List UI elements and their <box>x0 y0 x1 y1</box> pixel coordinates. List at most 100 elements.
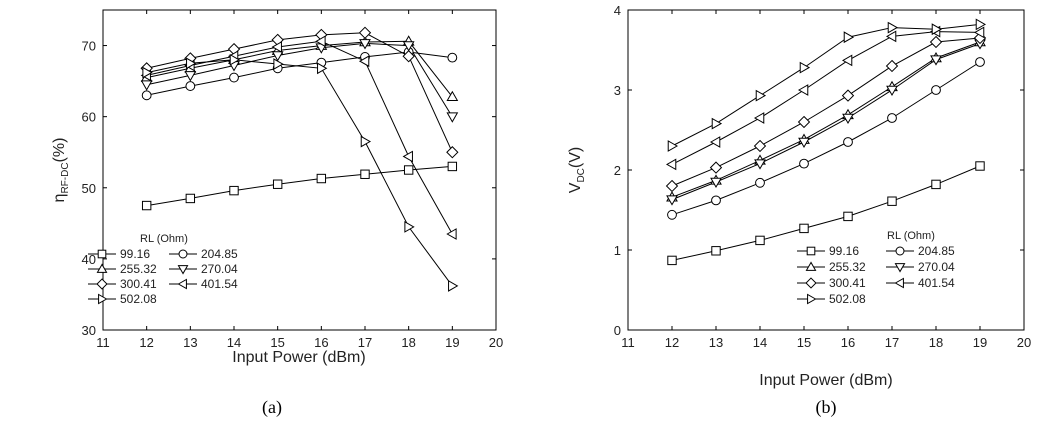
x-tick-label-a-8: 19 <box>445 335 459 350</box>
x-tick-label-a-2: 13 <box>183 335 197 350</box>
x-tick-label-b-6: 17 <box>885 335 899 350</box>
legend-marker-b-2 <box>805 261 817 271</box>
series-line-a-5 <box>146 40 453 235</box>
data-point-a-4-5 <box>358 26 372 39</box>
data-point-b-4-0 <box>665 179 679 193</box>
data-point-b-0-4 <box>843 211 853 222</box>
data-point-b-6-2 <box>755 89 767 102</box>
legend-marker-b-3 <box>894 263 906 273</box>
series-line-a-0 <box>146 165 453 207</box>
x-tick-label-b-0: 11 <box>621 335 635 350</box>
data-point-a-6-2 <box>229 53 241 66</box>
data-point-a-5-4 <box>315 35 326 48</box>
data-point-a-6-5 <box>360 135 372 148</box>
legend-marker-a-4 <box>96 278 108 290</box>
series-line-b-4 <box>671 37 981 187</box>
data-point-a-0-4 <box>316 173 327 184</box>
x-tick-label-a-3: 14 <box>227 335 241 350</box>
x-axis-ticks-a: 11 12 13 14 15 16 17 18 19 20 <box>96 10 503 350</box>
data-point-b-1-4 <box>843 137 853 147</box>
y-tick-label-a-0: 30 <box>82 323 96 338</box>
data-point-b-0-2 <box>755 235 765 246</box>
data-point-b-3-0 <box>666 195 678 206</box>
data-point-a-3-3 <box>271 51 284 62</box>
data-point-b-6-4 <box>843 31 855 44</box>
data-point-b-0-6 <box>931 179 941 190</box>
x-tick-label-b-1: 12 <box>665 335 679 350</box>
data-point-a-0-3 <box>272 179 283 189</box>
series-line-b-1 <box>671 61 981 216</box>
x-axis-label-a: Input Power (dBm) <box>232 349 365 366</box>
data-point-a-1-2 <box>229 72 239 83</box>
data-point-b-4-1 <box>709 161 723 174</box>
legend-label-a-3: 270.04 <box>201 262 238 276</box>
data-point-a-1-1 <box>185 81 196 91</box>
legend-label-b-1: 204.85 <box>918 244 955 258</box>
series-line-b-0 <box>671 165 981 261</box>
data-point-a-0-1 <box>185 193 196 204</box>
data-point-a-5-3 <box>271 41 282 53</box>
y-tick-label-a-3: 60 <box>82 110 96 125</box>
series-markers-b <box>665 18 987 266</box>
data-point-b-1-1 <box>711 195 721 206</box>
data-point-a-3-6 <box>402 41 415 52</box>
data-point-b-1-2 <box>755 177 765 188</box>
data-point-b-4-5 <box>885 59 899 73</box>
x-tick-label-a-7: 18 <box>401 335 415 350</box>
data-point-b-0-3 <box>799 223 809 234</box>
data-point-b-4-4 <box>841 89 855 102</box>
data-point-b-5-4 <box>841 54 853 67</box>
chart-panel-a: 11 12 13 14 15 16 17 18 19 20 30 40 50 60 70 Input Po… <box>51 9 503 418</box>
legend-b: RL (Ohm) 99.16 204.85 255.32 270.04 300.41 40… <box>797 230 955 306</box>
x-tick-label-b-3: 14 <box>753 335 767 350</box>
legend-a: RL (Ohm) 99.16 204.85 255.32 270.04 300.41 40… <box>88 233 238 306</box>
legend-label-b-4: 300.41 <box>829 276 866 290</box>
x-tick-label-b-2: 13 <box>709 335 723 350</box>
data-point-a-3-5 <box>359 39 371 50</box>
data-point-b-3-2 <box>754 159 766 170</box>
series-line-b-6 <box>671 23 981 147</box>
legend-marker-a-5 <box>177 278 187 290</box>
legend-label-a-2: 255.32 <box>120 262 157 276</box>
x-tick-label-b-4: 15 <box>797 335 811 350</box>
data-point-b-6-7 <box>975 18 987 31</box>
y-tick-label-b-1: 1 <box>614 243 621 258</box>
data-point-b-3-6 <box>930 55 942 66</box>
plot-area-b <box>627 9 1025 331</box>
legend-marker-b-0 <box>806 246 816 256</box>
y-tick-label-a-1: 40 <box>82 252 96 267</box>
data-point-a-0-7 <box>447 161 458 172</box>
data-point-b-0-5 <box>887 196 897 206</box>
data-point-b-6-3 <box>799 61 811 74</box>
legend-label-b-5: 401.54 <box>918 276 955 290</box>
x-tick-label-a-5: 16 <box>314 335 328 350</box>
data-point-a-5-6 <box>402 150 413 163</box>
data-point-a-5-5 <box>358 55 370 68</box>
data-point-a-0-2 <box>229 185 239 196</box>
series-line-b-3 <box>671 43 981 201</box>
legend-items-a: 99.16 204.85 255.32 270.04 300.41 401.54 502.0… <box>88 247 238 306</box>
y-axis-label-main-a: η <box>51 194 68 203</box>
y-tick-label-a-2: 50 <box>82 181 96 196</box>
data-point-a-1-0 <box>141 90 152 101</box>
data-point-a-6-1 <box>186 57 197 70</box>
y-axis-label-b: VDC(V) <box>567 147 587 193</box>
data-point-b-1-7 <box>975 57 985 67</box>
y-tick-label-b-3: 3 <box>614 83 621 98</box>
data-point-b-4-6 <box>929 35 943 49</box>
series-line-b-2 <box>671 41 981 198</box>
legend-label-a-1: 204.85 <box>201 247 238 261</box>
legend-marker-a-1 <box>178 249 188 259</box>
plot-area-a <box>102 9 497 331</box>
series-line-a-3 <box>146 42 453 117</box>
data-point-b-5-3 <box>797 84 809 96</box>
y-tick-label-b-0: 0 <box>614 323 621 338</box>
y-axis-ticks-a: 30 40 50 60 70 <box>82 39 496 338</box>
data-point-b-5-7 <box>973 26 985 39</box>
series-line-b-5 <box>671 31 981 165</box>
data-point-b-0-0 <box>667 255 677 266</box>
data-point-b-3-5 <box>886 85 898 97</box>
series-lines-a <box>146 32 453 287</box>
